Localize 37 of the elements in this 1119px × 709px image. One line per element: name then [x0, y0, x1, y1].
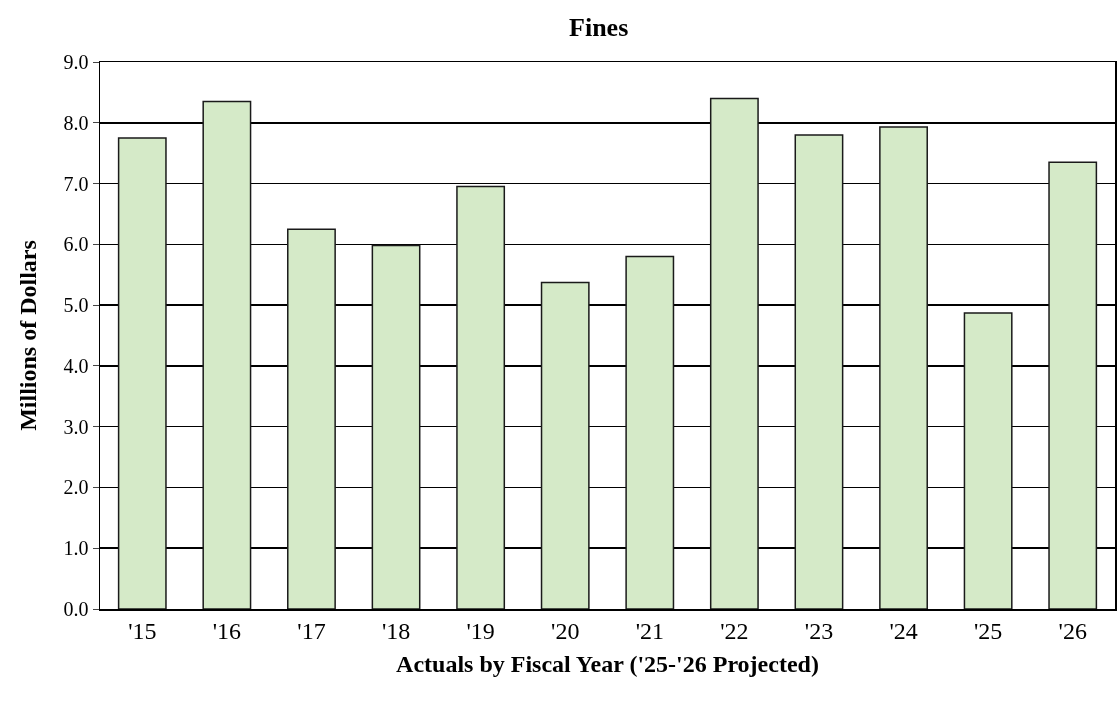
y-axis-title: Millions of Dollars — [14, 240, 41, 431]
y-tick-label: 8.0 — [63, 111, 89, 134]
x-tick-label: '19 — [466, 618, 495, 645]
x-tick-label: '22 — [720, 618, 749, 645]
bar — [540, 281, 590, 609]
y-tick-label: 5.0 — [63, 294, 89, 317]
y-tick-label: 3.0 — [63, 415, 89, 438]
x-tick-label: '18 — [381, 618, 411, 645]
x-tick-label: '23 — [804, 618, 834, 645]
x-tick-label: '26 — [1058, 618, 1087, 645]
x-tick-label: '20 — [551, 618, 580, 645]
y-tick-label: 7.0 — [63, 172, 89, 195]
bar — [794, 134, 844, 609]
x-tick-label: '15 — [128, 618, 157, 645]
bar — [456, 185, 506, 609]
x-tick-label: '16 — [212, 618, 242, 645]
x-tick-label: '25 — [973, 618, 1003, 645]
bar — [963, 312, 1013, 609]
bar — [371, 244, 421, 609]
bar — [1048, 161, 1098, 609]
y-tick-label: 1.0 — [63, 537, 89, 560]
bar — [287, 228, 336, 609]
y-tick-label: 2.0 — [63, 476, 89, 499]
x-axis-title: Actuals by Fiscal Year ('25-'26 Projected) — [396, 651, 819, 678]
y-tick-label: 4.0 — [63, 354, 89, 377]
y-tick-label: 9.0 — [63, 51, 89, 73]
y-tick-label: 0.0 — [63, 598, 89, 620]
chart-title: Fines — [569, 12, 629, 42]
x-tick-label: '21 — [635, 618, 664, 645]
x-tick-label: '24 — [889, 618, 918, 645]
bar — [709, 97, 759, 609]
bar — [625, 255, 675, 609]
bar — [202, 100, 252, 609]
bar — [117, 137, 167, 609]
y-tick-label: 6.0 — [63, 233, 89, 256]
x-tick-label: '17 — [297, 618, 326, 645]
bar — [879, 126, 928, 609]
